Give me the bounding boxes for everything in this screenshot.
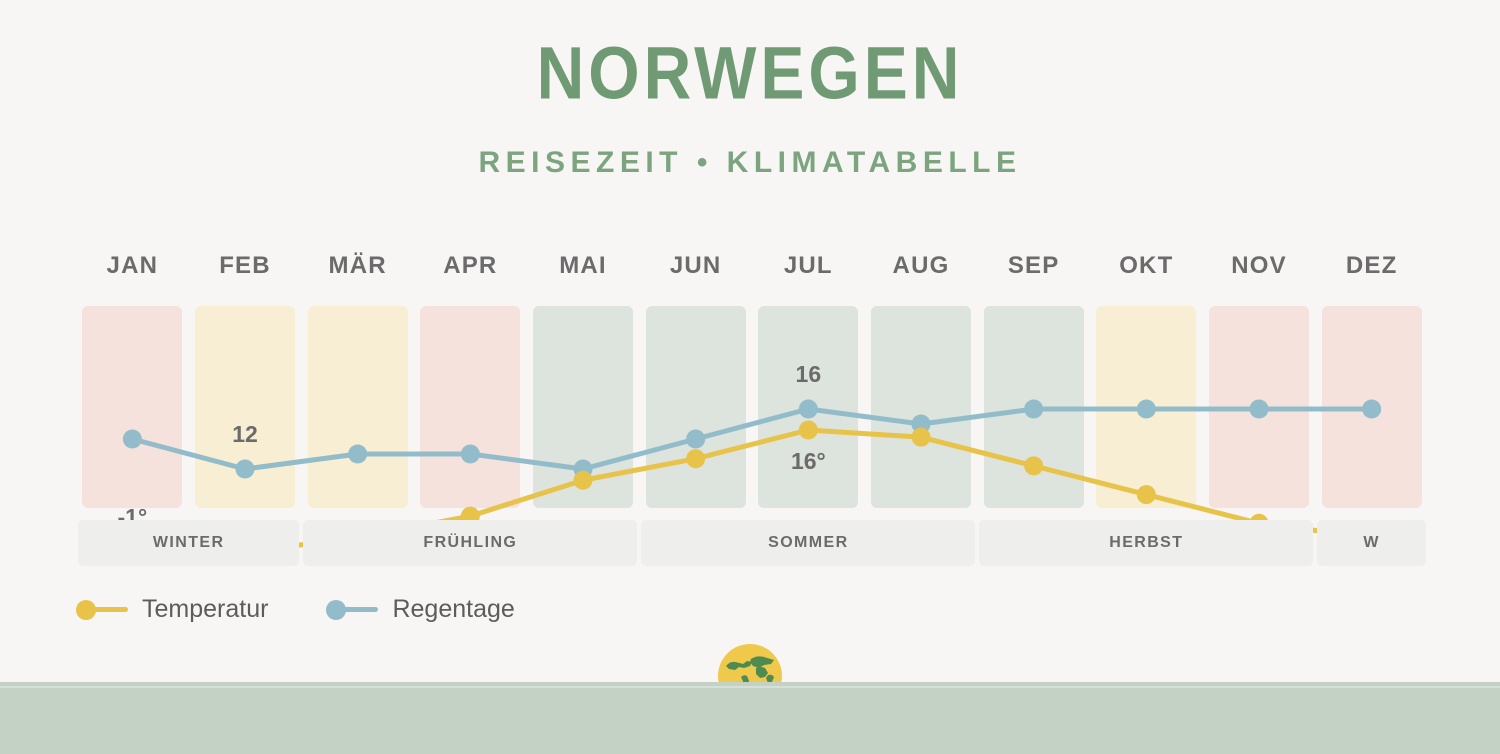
month-label-mär: MÄR bbox=[328, 252, 387, 279]
season-w: W bbox=[1317, 520, 1426, 566]
raindays-value-label: 12 bbox=[232, 421, 258, 447]
legend-label-raindays: Regentage bbox=[392, 595, 515, 623]
chart-lines bbox=[122, 399, 1382, 562]
month-label-nov: NOV bbox=[1231, 252, 1287, 279]
raindays-swatch-icon bbox=[326, 599, 379, 620]
data-point[interactable] bbox=[686, 429, 706, 449]
data-point[interactable] bbox=[1136, 399, 1156, 419]
month-label-mai: MAI bbox=[559, 252, 607, 279]
raindays-value-label: 16 bbox=[795, 361, 822, 387]
month-label-aug: AUG bbox=[892, 252, 950, 279]
temperature-swatch-icon bbox=[76, 599, 128, 620]
data-point[interactable] bbox=[1249, 399, 1269, 419]
chart-plot-area: 12 16 -1° 16° bbox=[76, 306, 1428, 562]
climate-chart: JAN FEB MÄR APR MAI JUN JUL AUG SEP OKT NOV DEZ 12 1… bbox=[76, 252, 1428, 572]
data-point[interactable] bbox=[235, 459, 255, 479]
month-label-sep: SEP bbox=[1007, 252, 1060, 279]
season-winter: WINTER bbox=[78, 520, 300, 566]
month-label-jul: JUL bbox=[783, 252, 833, 279]
month-label-jun: JUN bbox=[669, 252, 722, 279]
raindays-line bbox=[129, 406, 1375, 472]
header: NORWEGEN REISEZEIT • KLIMATABELLE bbox=[0, 0, 1500, 180]
climate-band-apr bbox=[420, 306, 521, 508]
season-axis: WINTER FRÜHLING SOMMER HERBST W bbox=[76, 520, 1428, 566]
legend-item-raindays: Regentage bbox=[326, 595, 515, 624]
month-label-dez: DEZ bbox=[1345, 252, 1398, 279]
season-sommer: SOMMER bbox=[641, 520, 976, 566]
footer-bar bbox=[0, 682, 1500, 754]
data-point[interactable] bbox=[122, 429, 142, 449]
data-point[interactable] bbox=[686, 449, 706, 469]
data-point[interactable] bbox=[911, 427, 931, 447]
data-point[interactable] bbox=[573, 470, 593, 490]
data-point[interactable] bbox=[911, 414, 931, 434]
footer-hairline bbox=[0, 686, 1500, 688]
season-frühling: FRÜHLING bbox=[303, 520, 638, 566]
data-point[interactable] bbox=[798, 420, 818, 440]
season-herbst: HERBST bbox=[979, 520, 1314, 566]
data-point[interactable] bbox=[1024, 456, 1044, 476]
chart-legend: Temperatur Regentage bbox=[76, 595, 515, 624]
climate-band-aug bbox=[871, 306, 971, 508]
climate-band-mär bbox=[307, 306, 408, 508]
data-point[interactable] bbox=[460, 444, 480, 464]
legend-label-temperature: Temperatur bbox=[142, 595, 269, 623]
month-label-apr: APR bbox=[443, 252, 498, 279]
month-label-jan: JAN bbox=[106, 252, 159, 279]
climate-band-jun bbox=[645, 306, 746, 508]
data-point[interactable] bbox=[348, 444, 368, 464]
data-point[interactable] bbox=[1024, 399, 1044, 419]
page-title: NORWEGEN bbox=[536, 31, 964, 115]
month-axis: JAN FEB MÄR APR MAI JUN JUL AUG SEP OKT NOV DEZ bbox=[76, 252, 1428, 304]
world-map-icon bbox=[726, 656, 774, 692]
data-point[interactable] bbox=[798, 399, 818, 419]
month-label-feb: FEB bbox=[219, 252, 271, 279]
legend-item-temperature: Temperatur bbox=[76, 595, 268, 624]
temperature-value-label: 16° bbox=[790, 448, 826, 474]
climate-band-jan bbox=[82, 306, 183, 508]
data-point[interactable] bbox=[1136, 485, 1156, 505]
page-subtitle: REISEZEIT • KLIMATABELLE bbox=[478, 146, 1022, 179]
month-label-okt: OKT bbox=[1119, 252, 1174, 279]
data-point[interactable] bbox=[1362, 399, 1382, 419]
